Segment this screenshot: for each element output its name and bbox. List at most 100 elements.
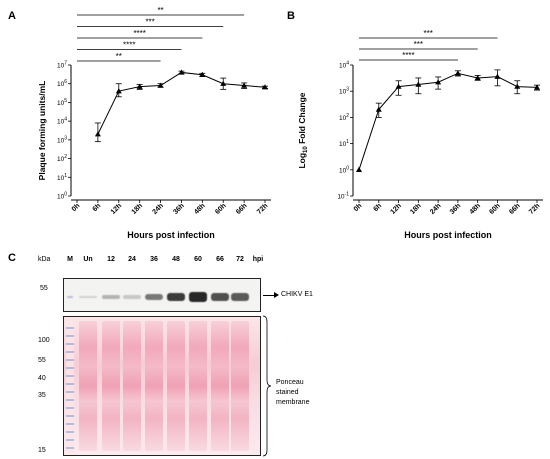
y-axis-title: Log10 Fold Change [297, 92, 309, 168]
y-tick-label: 102 [339, 113, 349, 122]
x-tick-label: 12h [389, 202, 402, 215]
x-axis-title: Hours post infection [404, 230, 492, 240]
x-tick-label: 6h [372, 202, 383, 213]
lane-label: hpi [252, 256, 264, 263]
x-axis-title: Hours post infection [127, 230, 215, 240]
data-point [157, 82, 164, 88]
blot-e1-arrow [263, 295, 277, 296]
chart-a: 100 101 102 103 104 105 106 107 0h 6h 12h 18h 24h 36h… [37, 6, 271, 240]
lane-label: 66 [216, 256, 224, 263]
blot-lane-labels: M Un 12 24 36 48 60 66 72 hpi [0, 256, 550, 266]
x-tick-label: 48h [469, 202, 482, 215]
data-point [241, 82, 248, 88]
blot-band-label: CHIKV E1 [281, 291, 313, 298]
x-tick-label: 72h [528, 202, 541, 215]
data-point [115, 88, 122, 94]
y-axis-title: Plaque forming units/mL [37, 81, 47, 181]
y-tick-label: 103 [57, 135, 67, 144]
blot-kda-header: kDa [38, 256, 51, 263]
data-point [136, 83, 143, 89]
ponceau-lane [189, 321, 207, 451]
blot-band [231, 293, 249, 301]
chart-b: 10-1 100 101 102 103 104 0h 6h 12h 18h 24h 36h 48h 60… [297, 29, 543, 240]
y-tick-label: 106 [57, 79, 67, 88]
x-tick-label: 12h [110, 202, 123, 215]
y-tick-label: 101 [57, 173, 67, 182]
ponceau-lane [167, 321, 185, 451]
y-tick-label: 102 [57, 154, 67, 163]
ponceau-label: Ponceau stained membrane [276, 379, 310, 406]
significance-label: **** [133, 29, 145, 38]
ponceau-lane [145, 321, 163, 451]
lane-label: 24 [128, 256, 136, 263]
blot-band-row [64, 279, 260, 311]
x-tick-label: 0h [71, 202, 82, 213]
ponceau-lane [79, 321, 97, 451]
x-tick-label: 24h [151, 202, 164, 215]
y-tick-label: 107 [57, 61, 67, 70]
data-point [454, 70, 461, 76]
panel-letter-b: B [287, 10, 295, 22]
y-tick-label: 100 [339, 165, 349, 174]
significance-label: *** [414, 40, 423, 49]
x-tick-label: 18h [409, 202, 422, 215]
blot-marker-label: 35 [38, 392, 46, 399]
y-tick-label: 105 [57, 98, 67, 107]
blot-marker-label: 15 [38, 447, 46, 454]
data-point [220, 80, 227, 86]
y-tick-label: 101 [339, 139, 349, 148]
x-tick-label: 0h [353, 202, 364, 213]
significance-label: *** [424, 29, 433, 38]
y-tick-label: 100 [57, 192, 67, 201]
data-point [474, 74, 481, 81]
lane-label: 12 [107, 256, 115, 263]
series-line [358, 72, 538, 170]
y-tick-label: 104 [57, 117, 67, 126]
data-point [356, 166, 362, 172]
panel-letter-c: C [8, 252, 16, 264]
blot-marker-label: 55 [38, 357, 46, 364]
lane-label: 60 [194, 256, 202, 263]
lane-label: 72 [236, 256, 244, 263]
blot-marker-55-top: 55 [40, 285, 48, 292]
data-point [494, 73, 501, 79]
lane-label: M [67, 256, 73, 263]
ponceau-lane [102, 321, 120, 451]
ponceau-lane [123, 321, 141, 451]
x-tick-label: 60h [488, 202, 501, 215]
x-tick-label: 48h [193, 202, 206, 215]
significance-label: **** [402, 51, 414, 60]
blot-band [79, 295, 97, 299]
blot-band [102, 295, 120, 299]
data-point [262, 84, 268, 90]
x-tick-label: 24h [429, 202, 442, 215]
x-tick-label: 60h [214, 202, 227, 215]
blot-band [211, 293, 229, 301]
ponceau-lanes [64, 317, 260, 455]
data-point [514, 83, 521, 89]
data-point [415, 81, 422, 87]
blot-band [167, 292, 185, 302]
blot-ponceau-panel [63, 316, 261, 456]
data-point [178, 69, 185, 75]
blot-band [67, 296, 73, 298]
data-point [534, 84, 540, 90]
ponceau-lane [211, 321, 229, 451]
significance-label: ** [157, 6, 163, 15]
blot-band [189, 292, 207, 302]
blot-band [145, 293, 163, 301]
panel-letter-a: A [8, 10, 16, 22]
lane-label: 48 [172, 256, 180, 263]
x-tick-label: 18h [131, 202, 144, 215]
x-tick-label: 66h [235, 202, 248, 215]
blot-marker-label: 40 [38, 375, 46, 382]
data-point [199, 71, 206, 77]
lane-label: 36 [150, 256, 158, 263]
data-point [395, 83, 402, 89]
significance-label: **** [123, 41, 135, 50]
y-tick-label: 10-1 [337, 192, 349, 201]
x-tick-label: 36h [172, 202, 185, 215]
blot-e1-panel [63, 278, 261, 312]
data-point [94, 131, 101, 137]
series-line [97, 71, 266, 135]
